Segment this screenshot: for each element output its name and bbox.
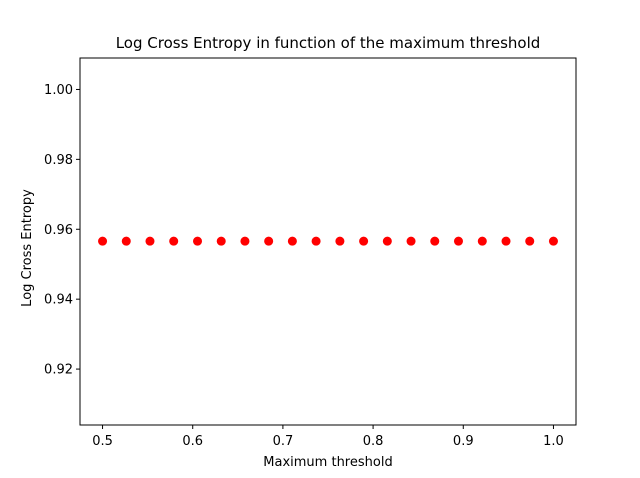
data-point bbox=[264, 236, 274, 246]
data-point bbox=[193, 236, 203, 246]
x-axis-label: Maximum threshold bbox=[263, 455, 392, 470]
y-axis-label: Log Cross Entropy bbox=[20, 189, 35, 307]
x-tick-label: 0.8 bbox=[363, 434, 384, 449]
data-point bbox=[382, 236, 392, 246]
y-tick-label: 1.00 bbox=[44, 83, 73, 98]
data-point bbox=[430, 236, 440, 246]
data-point bbox=[548, 236, 558, 246]
data-point bbox=[359, 236, 369, 246]
plot-frame bbox=[79, 57, 577, 426]
data-point bbox=[335, 236, 345, 246]
data-point bbox=[406, 236, 416, 246]
y-axis: 0.92 0.94 0.96 0.98 1.00 bbox=[44, 83, 80, 378]
chart-title: Log Cross Entropy in function of the max… bbox=[116, 34, 541, 52]
data-point bbox=[453, 236, 463, 246]
y-tick-label: 0.96 bbox=[44, 223, 73, 238]
data-point bbox=[216, 236, 226, 246]
data-point bbox=[477, 236, 487, 246]
x-tick-label: 0.5 bbox=[92, 434, 113, 449]
data-point bbox=[169, 236, 179, 246]
y-tick-label: 0.94 bbox=[44, 293, 73, 308]
data-point bbox=[121, 236, 131, 246]
x-axis: 0.5 0.6 0.7 0.8 0.9 1.0 bbox=[92, 425, 564, 449]
data-points bbox=[98, 236, 558, 246]
data-point bbox=[501, 236, 511, 246]
data-point bbox=[145, 236, 155, 246]
data-point bbox=[287, 236, 297, 246]
plot-area bbox=[79, 57, 577, 426]
x-tick-label: 0.9 bbox=[453, 434, 474, 449]
data-point bbox=[311, 236, 321, 246]
data-point bbox=[240, 236, 250, 246]
x-tick-label: 0.7 bbox=[273, 434, 294, 449]
data-point bbox=[98, 236, 108, 246]
x-tick-label: 1.0 bbox=[543, 434, 564, 449]
data-point bbox=[525, 236, 535, 246]
x-tick-label: 0.6 bbox=[182, 434, 203, 449]
y-tick-label: 0.98 bbox=[44, 153, 73, 168]
y-tick-label: 0.92 bbox=[44, 363, 73, 378]
